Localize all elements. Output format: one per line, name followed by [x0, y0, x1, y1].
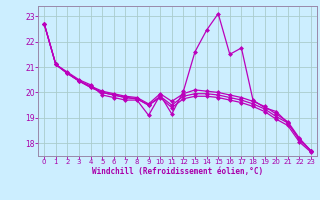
X-axis label: Windchill (Refroidissement éolien,°C): Windchill (Refroidissement éolien,°C)	[92, 167, 263, 176]
